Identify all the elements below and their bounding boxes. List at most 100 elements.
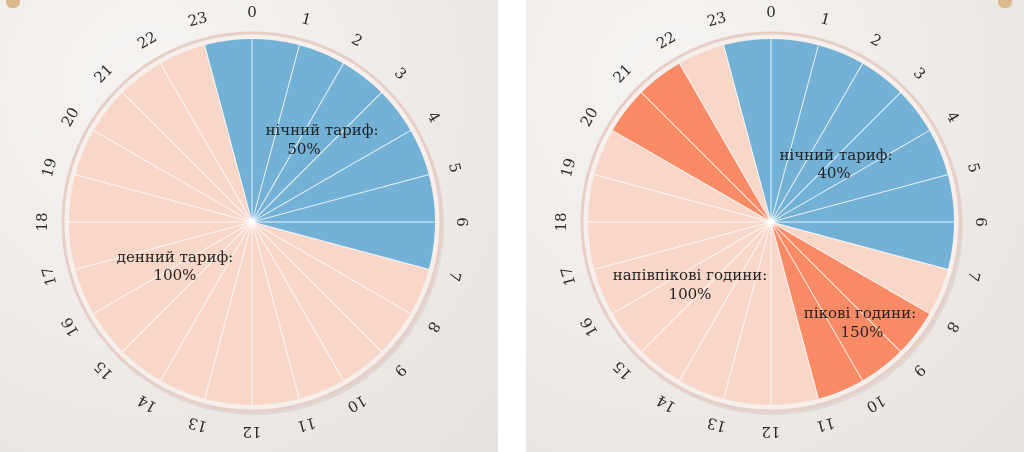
hour-label: 18 [552, 212, 570, 231]
hour-divider [723, 221, 772, 399]
hour-label: 15 [609, 357, 635, 383]
hour-label: 15 [90, 357, 116, 383]
hour-divider [93, 221, 253, 314]
hour-divider [641, 221, 772, 352]
slice-label-peak: пікові години: [804, 304, 916, 322]
hour-label: 16 [577, 314, 602, 340]
hour-label: 11 [295, 414, 318, 436]
hour-label: 11 [814, 414, 837, 436]
hour-divider [251, 221, 429, 270]
hour-label: 5 [964, 161, 984, 175]
hour-label: 5 [445, 161, 465, 175]
hour-label: 21 [609, 60, 635, 86]
hour-divider [122, 92, 253, 223]
hour-divider [770, 63, 863, 223]
hour-divider [93, 130, 253, 223]
slice-label-day: денний тариф: [117, 248, 234, 266]
hour-label: 1 [818, 9, 832, 29]
pie-slice [588, 130, 819, 405]
hour-label: 9 [391, 361, 410, 380]
hour-label: 4 [424, 108, 444, 125]
hour-divider [594, 174, 772, 223]
slice-value-night: 40% [817, 164, 850, 182]
slice-label-night: нічний тариф: [779, 146, 892, 164]
hour-label: 8 [424, 318, 444, 335]
hour-label: 2 [867, 30, 884, 50]
hour-label: 19 [38, 156, 60, 179]
hour-label: 8 [943, 318, 963, 335]
hour-label: 12 [761, 423, 780, 441]
hour-divider [251, 174, 429, 223]
hour-label: 4 [943, 108, 963, 125]
hour-divider [770, 174, 948, 223]
center-dot [768, 219, 774, 225]
hour-label: 12 [242, 423, 261, 441]
hour-label: 13 [705, 414, 728, 436]
right-tariff-panel: 0 1 2 3 4 5 6 7 8 9 10 11 12 13 14 15 16 17 18 19 20 21 22 23 н… [526, 0, 1024, 452]
hour-divider [612, 130, 772, 223]
hour-divider [251, 45, 300, 223]
hour-label: 6 [453, 217, 471, 227]
hour-divider [160, 221, 253, 381]
hour-divider [770, 45, 819, 223]
hour-divider [679, 63, 772, 223]
hour-divider [75, 174, 253, 223]
hour-divider [160, 63, 253, 223]
left-tariff-panel: 0 1 2 3 4 5 6 7 8 9 10 11 12 13 14 15 16 17 18 19 20 21 22 23 н… [0, 0, 498, 452]
hour-divider [679, 221, 772, 381]
hour-divider [204, 45, 253, 223]
hour-divider [641, 92, 772, 223]
hour-label: 23 [186, 8, 209, 30]
hour-label: 16 [58, 314, 83, 340]
hour-divider [122, 221, 253, 352]
hour-label: 7 [964, 269, 984, 283]
pie-slice [679, 45, 771, 223]
hour-divider [204, 221, 253, 399]
hour-divider [594, 221, 772, 270]
slice-value-day: 100% [154, 266, 197, 284]
hour-divider [251, 63, 344, 223]
hour-label: 19 [557, 156, 579, 179]
hour-divider [251, 221, 344, 381]
hour-label: 18 [33, 212, 51, 231]
hour-divider [770, 221, 819, 399]
decorative-mark [6, 0, 20, 8]
hour-label: 9 [910, 361, 929, 380]
hour-divider [770, 92, 901, 223]
hour-divider [723, 45, 772, 223]
slice-value-half-peak: 100% [669, 285, 712, 303]
slice-value-peak: 150% [841, 323, 884, 341]
slice-label-night: нічний тариф: [265, 121, 378, 139]
hour-divider [770, 130, 930, 223]
hour-label: 22 [653, 28, 679, 53]
hour-label: 3 [391, 64, 410, 83]
hour-label: 20 [577, 104, 602, 130]
hour-divider [770, 221, 948, 270]
hour-label: 21 [90, 60, 116, 86]
hour-label: 6 [972, 217, 990, 227]
hour-divider [770, 221, 863, 381]
hour-label: 1 [299, 9, 313, 29]
decorative-mark [998, 0, 1012, 8]
hour-label: 17 [38, 265, 60, 288]
hour-divider [770, 221, 901, 352]
hour-label: 0 [247, 3, 257, 21]
hour-label: 7 [445, 269, 465, 283]
hour-label: 10 [863, 391, 889, 416]
hour-divider [251, 92, 382, 223]
hour-divider [251, 221, 382, 352]
hour-label: 10 [344, 391, 370, 416]
hour-label: 22 [134, 28, 160, 53]
hour-divider [251, 221, 300, 399]
hour-label: 0 [766, 3, 776, 21]
hour-divider [251, 221, 411, 314]
hour-divider [251, 130, 411, 223]
hour-label: 14 [653, 391, 679, 416]
hour-label: 23 [705, 8, 728, 30]
hour-label: 2 [348, 30, 365, 50]
hour-label: 13 [186, 414, 209, 436]
hour-label: 17 [557, 265, 579, 288]
pie-slice [771, 222, 930, 399]
hour-label: 20 [58, 104, 83, 130]
